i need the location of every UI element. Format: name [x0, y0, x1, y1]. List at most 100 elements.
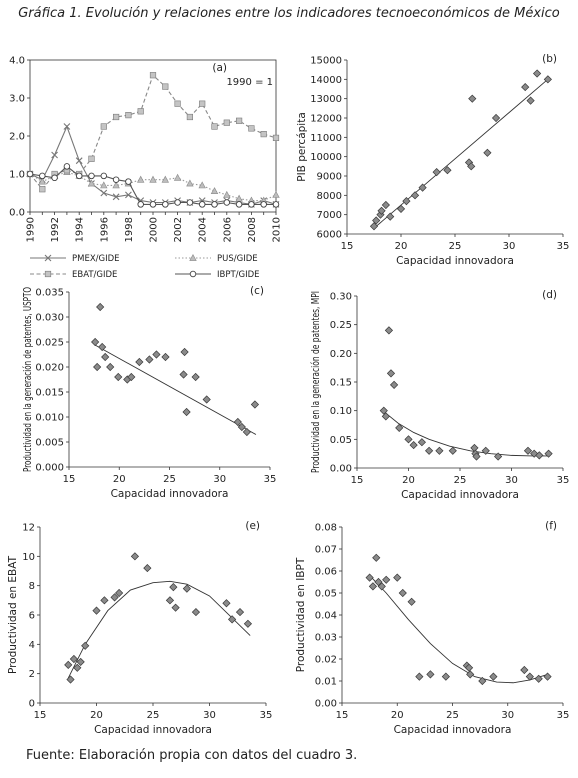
scatter-point [372, 553, 381, 562]
x-tick-label: 1994 [75, 217, 86, 242]
y-tick-label: 9000 [317, 172, 342, 183]
series-point [248, 201, 255, 208]
y-tick-label: 0.01 [315, 677, 337, 688]
x-tick-label: 25 [147, 710, 160, 721]
scatter-point [470, 443, 479, 453]
legend-label: EBAT/GIDE [72, 270, 117, 280]
series-point [211, 201, 218, 208]
trend-line [67, 580, 251, 679]
x-tick-label: 35 [557, 241, 570, 252]
scatter-point [365, 573, 374, 582]
scatter-point [381, 412, 390, 421]
scatter-point [467, 162, 476, 171]
series-point [75, 172, 83, 180]
scatter-point [409, 440, 418, 450]
scatter-point [182, 584, 191, 593]
y-tick-label: 10 [22, 552, 35, 563]
y-tick-label: 0.030 [35, 313, 64, 324]
trend-line [93, 344, 257, 435]
panel-label: (b) [542, 53, 557, 65]
series-point [260, 131, 267, 138]
y-tick-label: 0.00 [315, 699, 337, 710]
y-tick-label: 0.010 [35, 413, 64, 424]
scatter-point [441, 672, 450, 681]
series-point [149, 72, 157, 79]
panel-label: (e) [245, 520, 260, 532]
y-axis-title: Productividad en la generación de patent… [22, 287, 34, 472]
series-point [272, 134, 280, 142]
scatter-point [81, 641, 90, 650]
series-point [162, 83, 169, 90]
x-tick-label: 20 [90, 710, 103, 721]
y-tick-label: 0.30 [330, 292, 352, 303]
scatter-point [481, 446, 490, 455]
series-point [248, 125, 255, 132]
scatter-point [389, 380, 399, 389]
scatter-point [228, 615, 237, 624]
series-point [186, 199, 194, 206]
x-tick-label: 2004 [198, 217, 209, 242]
x-tick-label: 15 [63, 474, 76, 485]
series-point [149, 175, 157, 183]
scatter-point [526, 96, 535, 105]
scatter-point [532, 69, 542, 78]
scatter-point [374, 577, 383, 587]
series-point [272, 190, 280, 198]
series-point [137, 201, 144, 208]
scatter-point [143, 563, 152, 573]
scatter-point [435, 446, 444, 455]
y-tick-label: 0.08 [315, 523, 337, 534]
trend-line [382, 410, 549, 457]
scatter-point [472, 452, 481, 461]
series-point [137, 108, 144, 115]
x-tick-label: 20 [113, 474, 126, 485]
chart-panel-b: 6000 7000 8000 9000 10000 11000 12000 13000 1400… [296, 53, 569, 267]
y-tick-label: 0.0 [9, 208, 25, 219]
x-tick-label: 1996 [99, 217, 110, 242]
scatter-point [64, 660, 73, 669]
scatter-point [386, 212, 395, 221]
scatter-point [443, 166, 452, 175]
y-tick-label: 11000 [310, 133, 342, 144]
series-point [87, 179, 96, 187]
scatter-point [369, 222, 379, 231]
y-axis-title: Productividad en EBAT [7, 555, 19, 674]
source-note: Fuente: Elaboración propia con datos del… [26, 748, 358, 763]
series-point [75, 157, 83, 165]
y-tick-label: 4 [29, 640, 35, 651]
scatter-point [377, 582, 386, 591]
x-tick-label: 2002 [173, 217, 184, 242]
scatter-point [130, 552, 140, 561]
series-point [223, 119, 230, 126]
scatter-point [543, 75, 552, 84]
scatter-point [525, 672, 534, 681]
series-point [223, 199, 231, 206]
scatter-point [544, 449, 553, 458]
y-tick-label: 8 [29, 581, 35, 592]
series-point [125, 112, 132, 119]
x-tick-label: 1998 [124, 217, 135, 242]
series-point [112, 176, 120, 183]
scatter-point [368, 582, 378, 591]
y-tick-label: 0.05 [315, 589, 337, 600]
y-tick-label: 0.00 [330, 464, 352, 475]
scatter-point [448, 446, 457, 455]
x-axis-title: Capacidad innovadora [396, 255, 514, 267]
y-tick-label: 2.0 [9, 132, 25, 143]
series-point [51, 174, 58, 182]
scatter-point [535, 451, 544, 460]
series-point [26, 170, 34, 178]
scatter-point [381, 200, 390, 210]
scatter-point [235, 607, 245, 617]
x-tick-label: 30 [505, 475, 518, 486]
series-point [100, 181, 108, 189]
x-tick-label: 30 [501, 710, 514, 721]
scatter-point [66, 675, 75, 684]
x-axis-title: Capacidad innovadora [401, 489, 519, 501]
scatter-point [114, 372, 123, 382]
scatter-point [91, 337, 100, 347]
scatter-point [101, 352, 110, 362]
scatter-point [466, 670, 475, 679]
scatter-point [182, 407, 191, 417]
